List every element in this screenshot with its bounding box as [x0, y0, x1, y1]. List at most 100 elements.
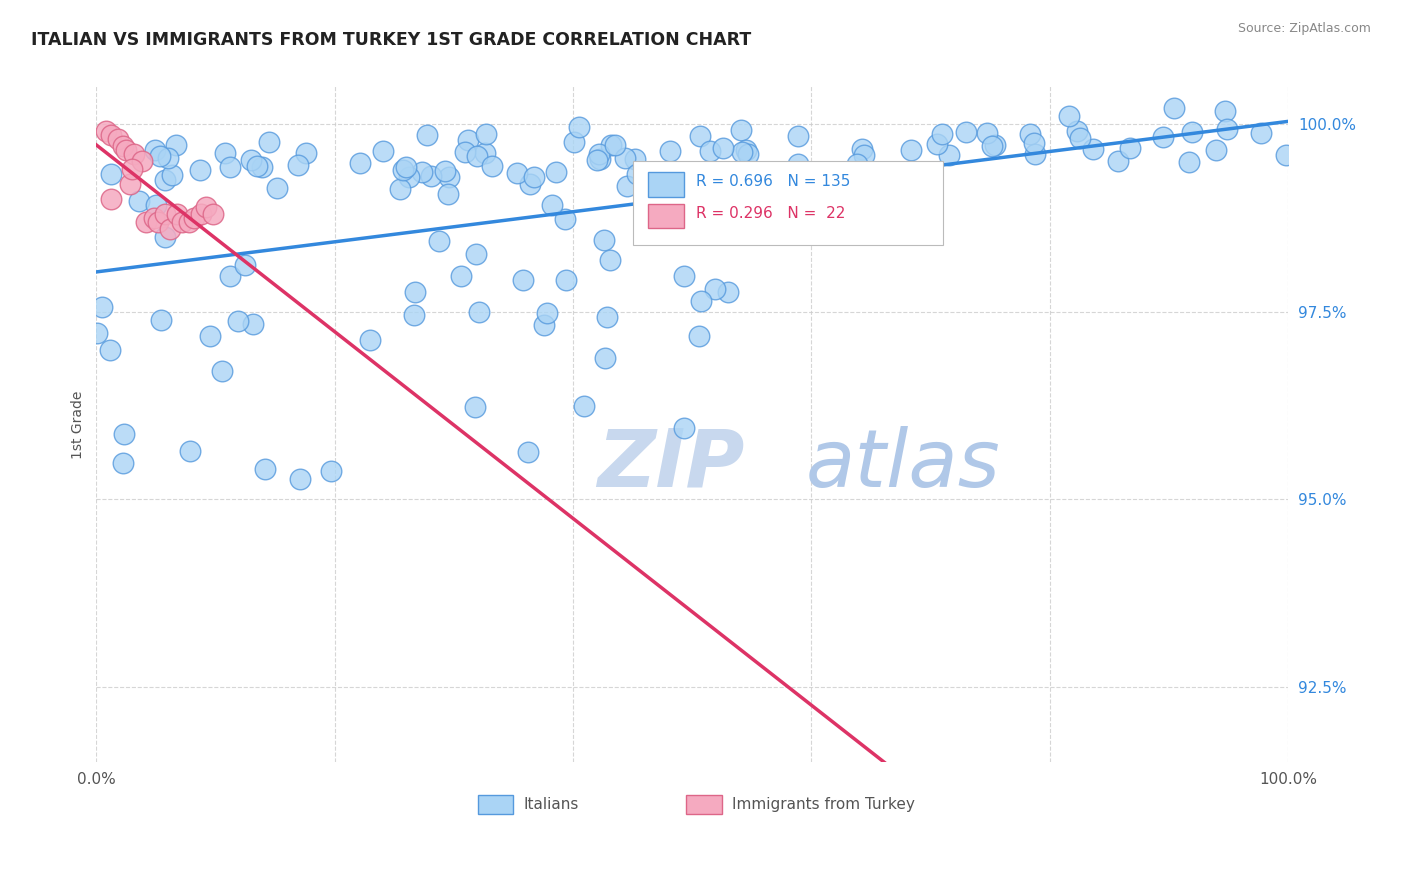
Point [420, 169, 443, 184]
Point [1250, 126, 1272, 140]
Point [593, 234, 616, 248]
Point [1275, 148, 1298, 162]
Text: ZIP: ZIP [598, 425, 744, 504]
Point [1163, 101, 1185, 115]
Point [533, 318, 555, 333]
Point [735, 143, 758, 157]
Point [349, 156, 371, 170]
Point [523, 169, 546, 184]
Point [717, 285, 740, 300]
Point [672, 421, 695, 435]
Point [516, 445, 538, 459]
Point [98, 343, 121, 357]
Point [148, 214, 170, 228]
Bar [686, 795, 723, 814]
Point [506, 166, 529, 180]
Point [616, 178, 638, 193]
Point [359, 334, 381, 348]
Point [955, 125, 977, 139]
Point [252, 161, 274, 175]
Point [512, 273, 534, 287]
Point [938, 148, 960, 162]
Point [437, 186, 460, 201]
Point [142, 211, 165, 225]
Point [465, 149, 488, 163]
Point [554, 212, 576, 227]
Point [202, 207, 225, 221]
Point [572, 399, 595, 413]
Point [404, 285, 426, 299]
Point [395, 160, 418, 174]
Point [931, 127, 953, 141]
Point [457, 133, 479, 147]
Point [728, 214, 751, 228]
Point [1107, 153, 1129, 168]
Point [94, 124, 117, 138]
Point [474, 145, 496, 160]
Point [544, 165, 567, 179]
Point [454, 145, 477, 160]
Point [737, 146, 759, 161]
Point [427, 234, 450, 248]
Point [287, 157, 309, 171]
Point [568, 120, 591, 134]
Point [183, 211, 205, 225]
Point [239, 153, 262, 168]
Point [699, 144, 721, 158]
Point [475, 128, 498, 142]
Point [156, 152, 179, 166]
Point [562, 136, 585, 150]
Point [211, 364, 233, 378]
Point [115, 143, 138, 157]
Point [155, 230, 177, 244]
Point [226, 314, 249, 328]
Point [730, 123, 752, 137]
Text: ITALIAN VS IMMIGRANTS FROM TURKEY 1ST GRADE CORRELATION CHART: ITALIAN VS IMMIGRANTS FROM TURKEY 1ST GR… [31, 31, 751, 49]
Point [392, 163, 415, 178]
Point [190, 163, 212, 178]
Point [599, 253, 621, 268]
Point [595, 351, 617, 365]
Point [688, 329, 710, 343]
Text: Source: ZipAtlas.com: Source: ZipAtlas.com [1237, 22, 1371, 36]
Point [689, 129, 711, 144]
Point [131, 154, 153, 169]
Point [1205, 143, 1227, 157]
Point [689, 293, 711, 308]
Point [1181, 125, 1204, 139]
Point [465, 247, 488, 261]
Point [165, 138, 187, 153]
Point [404, 309, 426, 323]
Point [371, 145, 394, 159]
Point [1066, 124, 1088, 138]
Point [155, 207, 177, 221]
Point [388, 182, 411, 196]
Point [257, 135, 280, 149]
Point [1018, 127, 1040, 141]
Point [195, 200, 218, 214]
Point [111, 456, 134, 470]
Point [588, 146, 610, 161]
Point [1152, 129, 1174, 144]
Point [600, 138, 623, 153]
Point [179, 214, 201, 228]
Point [145, 198, 167, 212]
Point [415, 128, 437, 143]
Point [980, 139, 1002, 153]
Bar [648, 172, 683, 196]
Point [624, 153, 647, 167]
Point [983, 137, 1005, 152]
Point [787, 128, 810, 143]
Point [1083, 142, 1105, 156]
Point [118, 177, 141, 191]
Point [166, 207, 188, 221]
Point [149, 149, 172, 163]
Point [1213, 103, 1236, 118]
Point [1119, 141, 1142, 155]
Point [290, 472, 312, 486]
Point [295, 145, 318, 160]
Point [159, 222, 181, 236]
Text: R = 0.696   N = 135: R = 0.696 N = 135 [696, 174, 851, 189]
Point [1216, 122, 1239, 136]
Point [219, 160, 242, 174]
